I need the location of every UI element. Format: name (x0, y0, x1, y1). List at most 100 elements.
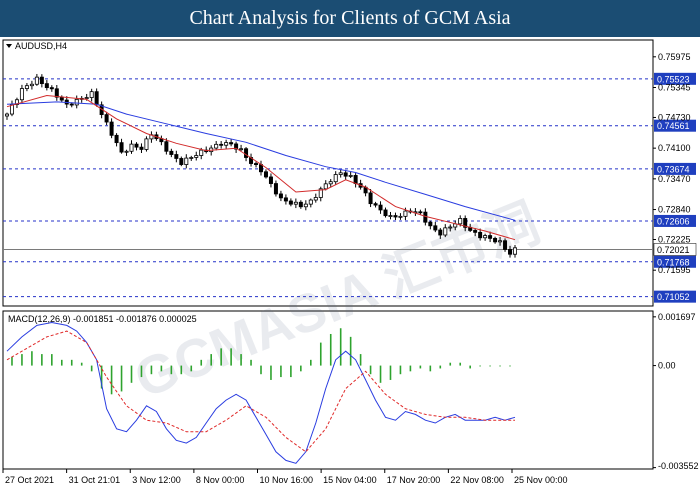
candle-bull (194, 155, 199, 158)
candle-bear (373, 203, 378, 206)
macd-histogram-bar (449, 362, 452, 366)
level-tag: 0.73674 (654, 162, 696, 175)
x-tick-label: 10 Nov 16:00 (260, 475, 314, 485)
candle-bull (124, 150, 129, 153)
macd-histogram-bar (399, 365, 402, 375)
candle-bear (39, 76, 44, 85)
candle-bear (49, 87, 54, 90)
level-label: 0.72606 (657, 216, 690, 226)
banner-title: Chart Analysis for Clients of GCM Asia (0, 0, 700, 37)
level-label: 0.71768 (657, 257, 690, 267)
macd-histogram-bar (499, 365, 501, 367)
candle-bear (134, 143, 139, 148)
macd-histogram-bar (230, 348, 232, 366)
macd-y-tick-label: 0.001697 (658, 312, 696, 322)
candle-bull (5, 113, 10, 117)
level-tag-bg (654, 214, 696, 227)
macd-histogram-bar (260, 365, 262, 375)
candle-bull (348, 175, 353, 177)
macd-histogram-bar (469, 365, 471, 369)
candle-bear (219, 143, 224, 146)
chevron-down-icon[interactable] (6, 44, 12, 48)
chart-area[interactable]: GCMASIA 汇市洞 0.755230.745610.736740.72606… (0, 37, 700, 500)
candle-bull (84, 97, 89, 99)
candle-bear (109, 121, 114, 136)
ma-slow-line (6, 101, 516, 221)
macd-histogram-bar (329, 333, 332, 366)
level-tag: 0.71768 (654, 255, 696, 268)
macd-histogram-bar (21, 354, 23, 366)
candle-bull (388, 215, 393, 217)
macd-histogram-bar (290, 365, 292, 378)
macd-histogram-bar (110, 365, 113, 395)
macd-histogram-bar (60, 359, 63, 366)
candle-bull (398, 215, 403, 218)
candle-bear (169, 150, 174, 155)
candle-bull (483, 235, 488, 239)
macd-histogram-bar (190, 365, 193, 372)
x-tick-label: 27 Oct 2021 (5, 475, 54, 485)
macd-histogram-bar (439, 365, 442, 369)
candle-bear (44, 83, 49, 89)
candle-bull (303, 203, 308, 208)
macd-histogram-bar (90, 365, 93, 372)
candle-bear (273, 183, 278, 195)
macd-histogram-bar (200, 359, 203, 366)
macd-histogram-bar (41, 354, 43, 366)
macd-histogram-bar (489, 365, 491, 367)
x-tick-label: 22 Nov 08:00 (450, 475, 504, 485)
candle-bull (293, 201, 298, 205)
candle-bear (104, 114, 109, 123)
level-tag-bg (654, 119, 696, 132)
macd-histogram-bar (210, 354, 212, 366)
x-axis: 27 Oct 2021 31 Oct 21:01 3 Nov 12:00 8 Nov … (2, 469, 568, 485)
level-tag: 0.75523 (654, 72, 696, 85)
x-tick-label: 17 Nov 20:00 (387, 475, 441, 485)
candle-bear (114, 134, 119, 144)
candle-bear (229, 142, 234, 145)
candle-bull (199, 149, 204, 156)
candle-bear (94, 91, 99, 106)
candle-bear (343, 172, 348, 177)
candle-bear (463, 218, 468, 228)
candle-bear (119, 142, 124, 153)
price-layer (5, 73, 518, 258)
candle-bear (263, 171, 268, 178)
candle-bull (313, 197, 318, 201)
candle-bear (353, 175, 358, 185)
macd-histogram-bar (120, 365, 123, 392)
candle-bear (234, 143, 239, 150)
macd-histogram-bar (429, 365, 432, 372)
level-tag: 0.72606 (654, 214, 696, 227)
candle-bull (458, 218, 463, 225)
macd-histogram-bar (240, 354, 242, 366)
macd-histogram-bar (509, 365, 511, 367)
candle-bull (318, 188, 323, 198)
candle-bull (239, 148, 244, 151)
candle-bear (298, 201, 303, 208)
ma-fast-line (6, 94, 516, 241)
candle-bear (433, 225, 438, 231)
candle-bull (214, 143, 219, 149)
level-label: 0.71052 (657, 292, 690, 302)
level-tag-bg (654, 162, 696, 175)
y-tick-label: 0.74100 (658, 143, 691, 153)
y-axis: 0.75975 0.75345 0.74730 0.74100 0.73470 0.728… (653, 52, 699, 471)
macd-line (6, 321, 516, 464)
level-label: 0.74561 (657, 121, 690, 131)
y-tick-label: 0.72225 (658, 235, 691, 245)
x-tick-label: 3 Nov 12:00 (132, 475, 181, 485)
candle-bear (164, 141, 169, 152)
level-tag-bg (654, 72, 696, 85)
macd-histogram-bar (70, 359, 73, 366)
macd-histogram-bar (359, 354, 362, 366)
candle-bear (368, 192, 373, 205)
level-tag-bg (654, 255, 696, 268)
candle-bear (268, 176, 273, 184)
candle-bull (189, 157, 194, 159)
macd-histogram-bar (479, 365, 481, 367)
candle-bear (378, 204, 383, 211)
candle-bull (448, 226, 453, 229)
symbol-dropdown[interactable]: AUDUSD,H4 (6, 41, 67, 51)
candle-bull (144, 138, 149, 150)
